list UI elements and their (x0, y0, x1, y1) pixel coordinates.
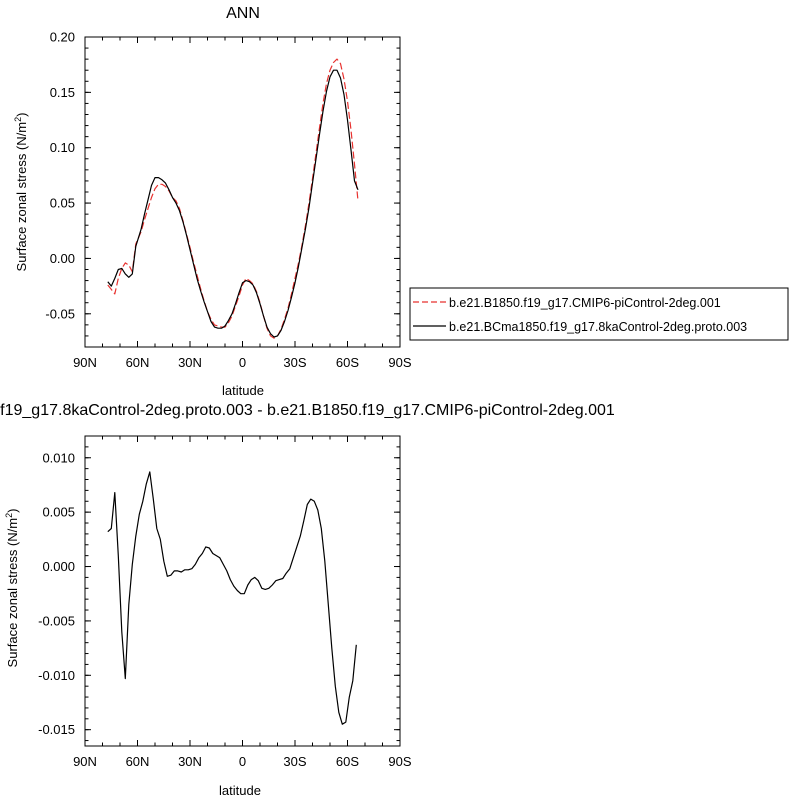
top-chart-panel: ANN latitude Surface zonal stress (N/m2)… (13, 5, 412, 398)
x-tick-label: 30S (283, 754, 306, 769)
bottom-chart-panel: b.e21.BCma1850.f19_g17.8kaControl-2deg.p… (0, 402, 615, 798)
x-tick-label: 60N (126, 355, 150, 370)
y-tick-label: -0.005 (38, 613, 75, 628)
y-tick-label: -0.015 (38, 722, 75, 737)
top-y-axis-label: Surface zonal stress (N/m2) (13, 113, 29, 272)
top-series-lines (107, 58, 359, 339)
x-tick-label: 30N (178, 754, 202, 769)
series-line-2 (107, 69, 359, 338)
legend-label-series-2: b.e21.BCma1850.f19_g17.8kaControl-2deg.p… (449, 320, 747, 334)
y-tick-label: -0.05 (45, 306, 75, 321)
x-tick-label: 90S (388, 754, 411, 769)
x-tick-label: 60S (336, 754, 359, 769)
x-tick-label: 90S (388, 355, 411, 370)
top-chart-title: ANN (226, 5, 260, 22)
bottom-series-lines (107, 471, 357, 725)
bottom-y-axis-label: Surface zonal stress (N/m2) (4, 509, 20, 668)
bottom-axis-ticks: 90N 60N 30N 0 30S 60S 90S -0.015 -0.010 -0.005 0.0… (38, 435, 412, 769)
x-tick-label: 60N (126, 754, 150, 769)
series-line-1 (107, 471, 357, 725)
bottom-x-axis-label: latitude (219, 783, 261, 798)
x-tick-label: 0 (239, 355, 246, 370)
bottom-plot-frame (84, 435, 401, 747)
y-tick-label: 0.20 (50, 30, 75, 45)
x-tick-label: 90N (73, 754, 97, 769)
x-tick-label: 30N (178, 355, 202, 370)
x-tick-label: 60S (336, 355, 359, 370)
bottom-chart-title: b.e21.BCma1850.f19_g17.8kaControl-2deg.p… (0, 402, 615, 419)
y-tick-label: 0.000 (42, 559, 75, 574)
top-axis-ticks: 90N 60N 30N 0 30S 60S 90S -0.05 0.00 0.05 0.10 0.15… (45, 30, 412, 371)
y-tick-label: 0.05 (50, 196, 75, 211)
x-tick-label: 0 (239, 754, 246, 769)
top-x-axis-label: latitude (222, 383, 264, 398)
y-tick-label: 0.00 (50, 251, 75, 266)
top-plot-frame (84, 36, 401, 348)
legend-label-series-1: b.e21.B1850.f19_g17.CMIP6-piControl-2deg… (449, 296, 721, 310)
y-tick-label: 0.005 (42, 505, 75, 520)
y-tick-label: 0.10 (50, 140, 75, 155)
y-tick-label: 0.010 (42, 450, 75, 465)
y-tick-label: 0.15 (50, 85, 75, 100)
x-tick-label: 90N (73, 355, 97, 370)
series-line-1 (107, 58, 359, 339)
y-tick-label: -0.010 (38, 668, 75, 683)
legend-box (409, 287, 789, 341)
x-tick-label: 30S (283, 355, 306, 370)
legend: b.e21.B1850.f19_g17.CMIP6-piControl-2deg… (409, 287, 789, 341)
